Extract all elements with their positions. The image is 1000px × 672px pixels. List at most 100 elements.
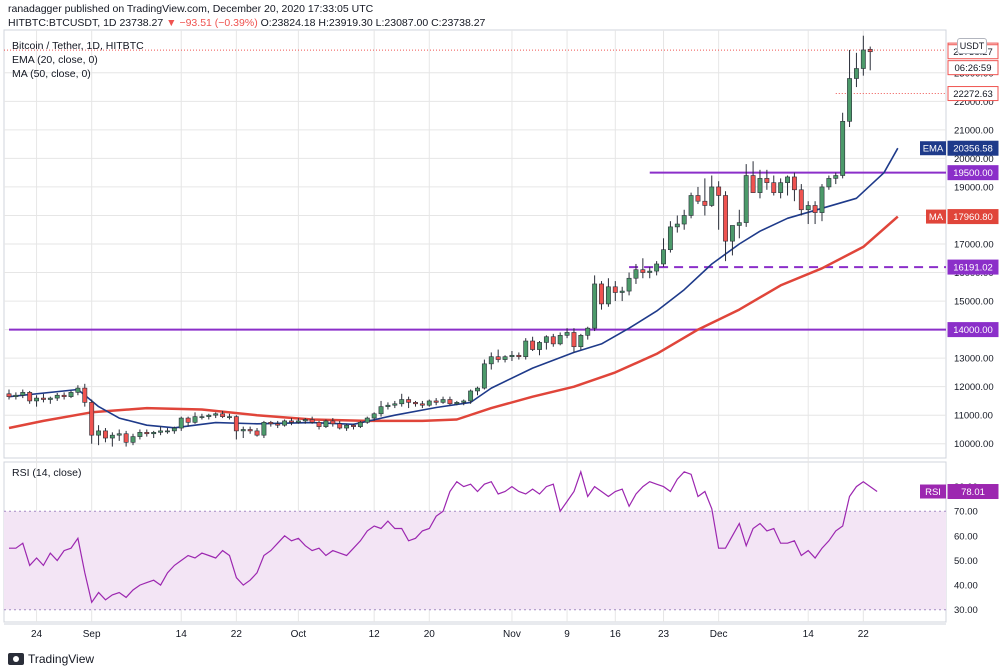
- candle-body: [75, 387, 81, 393]
- candle-body: [199, 416, 205, 418]
- price-tick-label: 13000.00: [954, 354, 994, 365]
- candle-body: [798, 189, 804, 211]
- price-label: 06:26:59: [947, 60, 999, 76]
- candle-body: [123, 433, 129, 443]
- candle-body: [495, 356, 501, 360]
- price-tick-label: 21000.00: [954, 125, 994, 136]
- candle-body: [413, 402, 418, 405]
- candle-body: [289, 420, 294, 423]
- chart-canvas[interactable]: 24 Sep 14 22 Oct 12 20 Nov 9 16 23 Dec 14 22 10000.00 1…: [0, 0, 1000, 648]
- candles: [6, 35, 873, 447]
- rsi-tick-label: 70.00: [954, 507, 978, 518]
- price-tick-label: 10000.00: [954, 439, 994, 450]
- rsi-label-box: [947, 484, 999, 500]
- brand-name: TradingView: [28, 652, 95, 666]
- ema-label-prefix-text: EMA: [923, 144, 944, 155]
- x-tick-label: 12: [369, 629, 381, 640]
- candle-body: [502, 356, 508, 360]
- candle-body: [860, 49, 866, 69]
- candle-body: [778, 182, 784, 193]
- level-label-box: [947, 259, 999, 275]
- candle-body: [137, 432, 143, 437]
- candle-body: [309, 419, 315, 423]
- candle-body: [757, 178, 763, 193]
- candle-body: [61, 394, 67, 397]
- candle-body: [68, 392, 74, 397]
- candle-body: [674, 223, 680, 228]
- candle-body: [640, 269, 646, 273]
- price-tick-label: 20000.00: [954, 154, 994, 165]
- candle-body: [592, 283, 598, 329]
- candle-body: [233, 416, 239, 432]
- candle-body: [433, 400, 439, 403]
- candle-body: [785, 176, 790, 183]
- candle-body: [543, 336, 549, 343]
- rsi-tick-label: 50.00: [954, 556, 978, 567]
- horizontal-levels: [4, 49, 946, 331]
- tradingview-logo[interactable]: TradingView: [8, 652, 94, 666]
- rsi-label-text: 78.01: [961, 487, 985, 498]
- rsi-line: [9, 469, 878, 604]
- ma-label-prefix-text: MA: [929, 212, 944, 223]
- last-price: 23738.27: [119, 17, 164, 29]
- footer: TradingView: [0, 648, 1000, 672]
- ma-label-box: [947, 209, 999, 225]
- candle-body: [867, 48, 873, 53]
- candle-body: [351, 424, 356, 427]
- candle-body: [564, 332, 570, 336]
- candle-body: [357, 422, 363, 427]
- symbol-label: HITBTC:BTCUSDT, 1D: [8, 17, 117, 29]
- candle-body: [750, 175, 756, 193]
- x-tick-label: 23: [658, 629, 670, 640]
- candle-body: [612, 286, 618, 293]
- published-line: ranadagger published on TradingView.com,…: [8, 3, 374, 15]
- candle-body: [447, 399, 453, 405]
- candle-body: [392, 403, 398, 406]
- ema-label-text: 20356.58: [953, 144, 993, 155]
- candle-body: [454, 402, 460, 405]
- candle-body: [661, 249, 666, 265]
- candle-body: [468, 390, 474, 402]
- ma50-line: [8, 215, 899, 430]
- candle-body: [426, 400, 432, 406]
- candle-body: [695, 195, 701, 202]
- rsi-legend: RSI (14, close): [12, 467, 82, 479]
- x-tick-label: 22: [231, 629, 243, 640]
- candle-body: [206, 414, 212, 417]
- candle-body: [419, 403, 425, 406]
- rsi-label-prefix-box: [920, 484, 946, 499]
- level-label: 14000.00: [947, 322, 999, 338]
- currency-badge[interactable]: USDT: [957, 38, 987, 54]
- candle-body: [716, 186, 722, 196]
- ma-label-prefix-box: [926, 209, 946, 224]
- candle-body: [344, 424, 350, 429]
- candle-body: [826, 178, 832, 188]
- candle-body: [302, 419, 308, 422]
- candle-body: [178, 417, 184, 429]
- candle-body: [34, 397, 39, 402]
- chart-header: ranadagger published on TradingView.com,…: [0, 0, 1000, 30]
- candle-body: [27, 392, 33, 402]
- candle-body: [853, 68, 859, 79]
- candle-body: [6, 393, 12, 397]
- candle-body: [158, 430, 164, 433]
- candle-body: [364, 417, 370, 423]
- rsi-line-layer: [9, 469, 878, 604]
- candle-body: [406, 399, 412, 403]
- price-tick-label: 11000.00: [954, 411, 993, 422]
- candle-body: [399, 399, 405, 405]
- candle-body: [371, 413, 377, 419]
- candle-body: [254, 430, 260, 436]
- ema-legend: EMA (20, close, 0): [12, 54, 98, 66]
- price-tick-label: 19000.00: [954, 182, 994, 193]
- candle-body: [192, 416, 198, 423]
- candle-body: [323, 420, 329, 427]
- candle-body: [688, 195, 694, 216]
- level-label: 16191.02: [947, 259, 999, 275]
- x-tick-label: 14: [176, 629, 188, 640]
- level-label: 19500.00: [947, 165, 999, 181]
- x-tick-label: 24: [31, 629, 43, 640]
- rsi-tick-label: 40.00: [954, 581, 978, 592]
- level-label-box: [947, 322, 999, 338]
- candle-body: [709, 186, 715, 206]
